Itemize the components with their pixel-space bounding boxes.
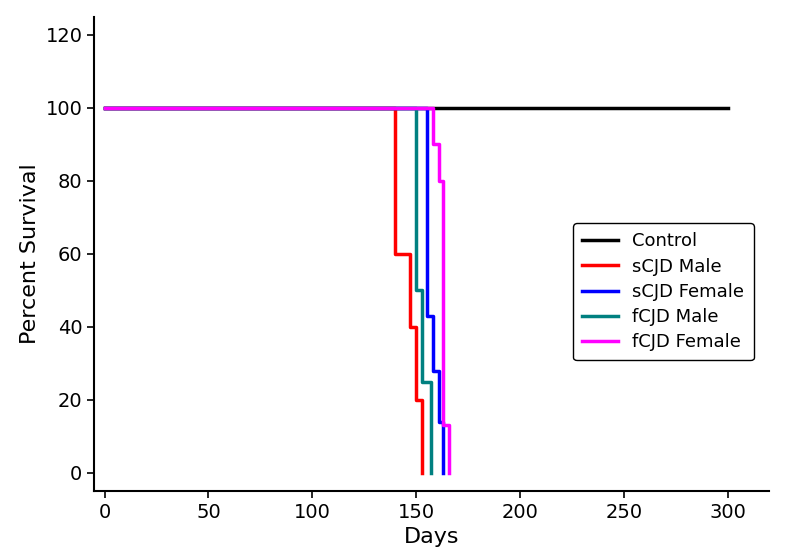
Y-axis label: Percent Survival: Percent Survival xyxy=(20,163,40,344)
X-axis label: Days: Days xyxy=(404,527,459,547)
Legend: Control, sCJD Male, sCJD Female, fCJD Male, fCJD Female: Control, sCJD Male, sCJD Female, fCJD Ma… xyxy=(573,223,754,360)
